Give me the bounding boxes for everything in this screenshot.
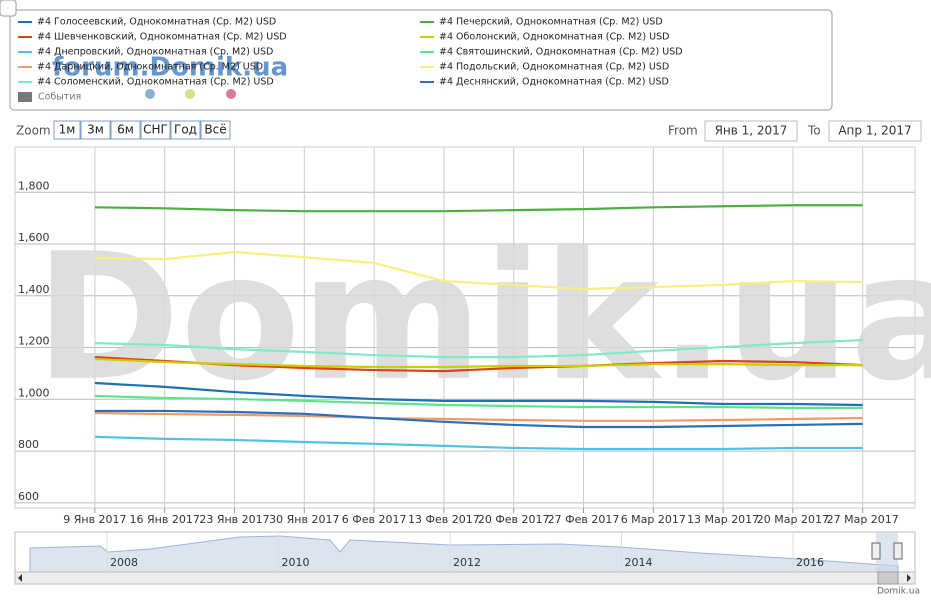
zoom-button[interactable] [110,120,141,140]
series-line [94,250,863,291]
zoom-button-label[interactable]: СНГ [143,123,168,137]
x-tick-label: 20 Мар 2017 [757,513,829,526]
legend-label[interactable]: #4 Оболонский, Однокомнатная (Ср. М2) US… [439,32,669,43]
to-label: To [807,124,821,138]
legend-label[interactable]: #4 Шевченковский, Однокомнатная (Ср. М2)… [37,32,287,43]
zoom-button[interactable] [140,120,171,140]
event-dot [145,89,155,99]
zoom-button-label[interactable]: 3м [87,123,104,137]
legend-box [9,9,833,111]
y-tick-label: 1,000 [18,386,50,399]
credit: Domik.ua [877,587,920,597]
x-tick-label: 30 Янв 2017 [269,513,339,526]
from-value[interactable]: Янв 1, 2017 [715,124,788,138]
scrollbar-thumb[interactable] [877,571,899,585]
event-dot [226,89,236,99]
events-icon[interactable] [18,92,32,102]
watermark-big: Domik.ua [35,217,931,420]
zoom-button[interactable] [53,120,81,140]
y-tick-label: 600 [18,490,39,503]
navigator-year: 2010 [282,556,310,569]
legend-label[interactable]: #4 Деснянский, Однокомнатная (Ср. М2) US… [439,77,669,88]
legend-label[interactable]: #4 Днепровский, Однокомнатная (Ср. М2) U… [37,47,273,58]
series-line [94,204,863,213]
y-tick-label: 800 [18,438,39,451]
navigator-year: 2014 [625,556,653,569]
legend-label[interactable]: #4 Соломенский, Однокомнатная (Ср. М2) U… [37,77,274,88]
zoom-button[interactable] [200,120,231,140]
event-dot [185,89,195,99]
x-tick-label: 9 Янв 2017 [63,513,126,526]
navigator-handle[interactable] [893,542,903,560]
scroll-right[interactable] [907,574,911,582]
navigator-year: 2016 [796,556,824,569]
zoom-button[interactable] [170,120,201,140]
series-line [94,411,863,422]
series-line [94,357,863,369]
y-tick-label: 1,200 [18,335,50,348]
zoom-button-label[interactable]: Год [174,123,197,137]
y-tick-label: 1,400 [18,283,50,296]
zoom-button-label[interactable]: 1м [59,123,76,137]
x-tick-label: 16 Янв 2017 [130,513,200,526]
watermark-small: forum.Domik.ua [52,53,288,83]
x-tick-label: 23 Янв 2017 [199,513,269,526]
navigator-year: 2012 [453,556,481,569]
zoom-label: Zoom [16,124,51,138]
zoom-button-label[interactable]: 6м [117,123,134,137]
legend-label[interactable]: #4 Голосеевский, Однокомнатная (Ср. М2) … [37,17,276,28]
series-line [94,338,863,359]
x-tick-label: 6 Фев 2017 [342,513,407,526]
from-label: From [668,124,698,138]
series-line [94,394,863,409]
zoom-button-label[interactable]: Всё [204,123,226,137]
scroll-left[interactable] [18,574,22,582]
navigator-handle[interactable] [871,542,881,560]
x-tick-label: 27 Мар 2017 [827,513,899,526]
series-line [94,435,863,451]
navigator-year: 2008 [110,556,138,569]
series-line [94,409,863,429]
navigator-selection[interactable] [876,532,898,572]
y-tick-label: 1,600 [18,231,50,244]
x-tick-label: 20 Фев 2017 [478,513,550,526]
legend-label[interactable]: #4 Дарницкий, Однокомнатная (Ср. М2) USD [37,62,263,73]
navigator-series [29,535,899,573]
to-value[interactable]: Апр 1, 2017 [838,124,911,138]
legend-label[interactable]: #4 Печерский, Однокомнатная (Ср. М2) USD [439,17,663,28]
scrollbar[interactable] [14,571,916,585]
series-line [94,381,863,407]
x-tick-label: 6 Мар 2017 [621,513,686,526]
x-tick-label: 27 Фев 2017 [548,513,620,526]
x-tick-label: 13 Фев 2017 [408,513,480,526]
legend-label[interactable]: #4 Подольский, Однокомнатная (Ср. М2) US… [439,62,669,73]
x-tick-label: 13 Мар 2017 [687,513,759,526]
from-input[interactable] [704,120,798,142]
to-input[interactable] [828,120,922,142]
toggle-button[interactable] [0,0,17,17]
legend-label[interactable]: #4 Святошинский, Однокомнатная (Ср. М2) … [439,47,683,58]
events-label[interactable]: События [38,92,81,103]
y-tick-label: 1,800 [18,179,50,192]
zoom-button[interactable] [80,120,111,140]
